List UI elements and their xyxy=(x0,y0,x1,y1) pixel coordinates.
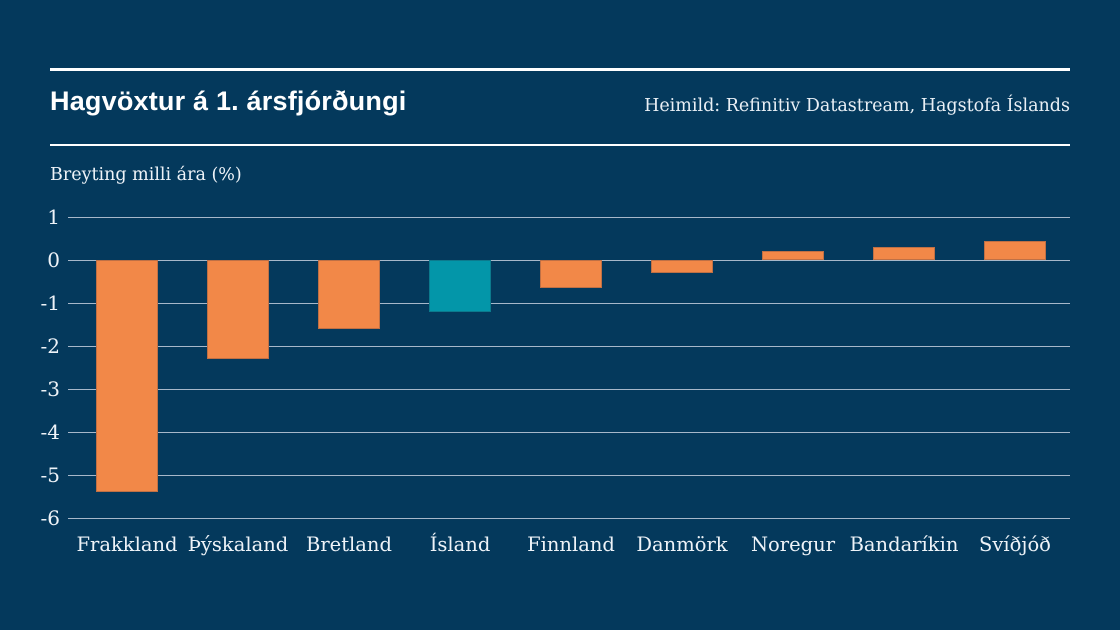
y-tick-label: 1 xyxy=(47,205,60,229)
bar-noregur xyxy=(762,251,824,260)
bar-finnland xyxy=(540,260,602,288)
title-divider xyxy=(50,144,1070,146)
gridline xyxy=(68,302,1070,304)
y-tick-label: -6 xyxy=(40,506,60,530)
y-axis-title: Breyting milli ára (%) xyxy=(50,165,242,185)
top-divider xyxy=(50,68,1070,71)
y-tick-label: -1 xyxy=(40,291,60,315)
bar-danmörk xyxy=(651,260,713,273)
x-axis-label: Bandaríkin xyxy=(849,533,959,556)
gridline xyxy=(68,345,1070,347)
y-tick-label: -5 xyxy=(40,463,60,487)
gridline xyxy=(68,216,1070,218)
gridline xyxy=(68,388,1070,390)
gridline xyxy=(68,474,1070,476)
y-tick-label: -4 xyxy=(40,420,60,444)
x-axis-label: Frakkland xyxy=(76,533,178,556)
gridline xyxy=(68,517,1070,519)
bar-bandaríkin xyxy=(873,247,935,260)
x-axis-label: Ísland xyxy=(429,533,491,556)
bar-þýskaland xyxy=(207,260,269,359)
gridline xyxy=(68,431,1070,433)
x-axis-label: Bretland xyxy=(306,533,392,556)
bar-bretland xyxy=(318,260,380,329)
bar-frakkland xyxy=(96,260,158,493)
page-title: Hagvöxtur á 1. ársfjórðungi xyxy=(50,86,407,116)
bar-ísland xyxy=(429,260,491,312)
x-axis-label: Noregur xyxy=(750,533,836,556)
x-axis-label: Þýskaland xyxy=(187,533,289,556)
y-tick-label: -3 xyxy=(40,377,60,401)
x-axis-label: Danmörk xyxy=(636,533,728,556)
y-tick-label: 0 xyxy=(47,248,60,272)
y-tick-label: -2 xyxy=(40,334,60,358)
x-axis-label: Svíðjóð xyxy=(979,533,1051,556)
bar-svíðjóð xyxy=(984,240,1046,260)
source-note: Heimild: Refinitiv Datastream, Hagstofa … xyxy=(644,96,1070,116)
x-axis-label: Finnland xyxy=(527,533,615,556)
